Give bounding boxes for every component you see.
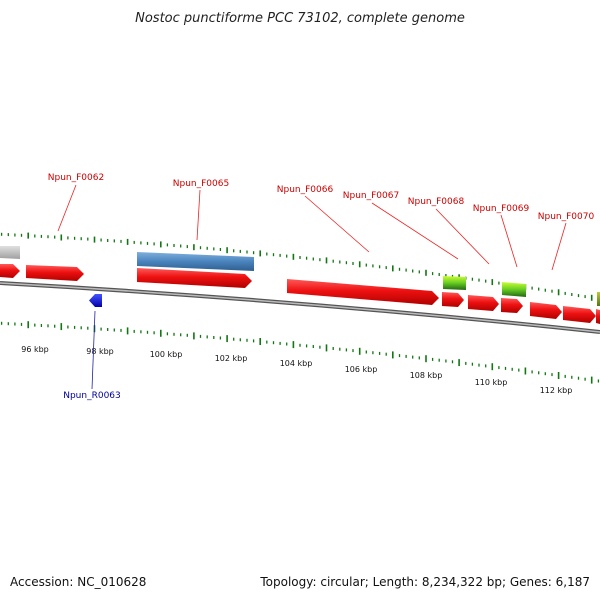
gene-label-npun-f0068[interactable]: Npun_F0068	[408, 197, 465, 207]
outer-tick-track	[0, 232, 600, 301]
green-feature-npun-f0068[interactable]	[443, 276, 466, 290]
gene-label-npun-f0069[interactable]: Npun_F0069	[473, 204, 530, 214]
accession-text: Accession: NC_010628	[10, 575, 146, 589]
leader-line-npun-f0068	[435, 208, 490, 265]
forward-gene-npun-f0065[interactable]	[137, 268, 252, 288]
forward-gene-npun-f0068[interactable]	[468, 295, 499, 311]
scale-label: 108 kbp	[410, 371, 443, 380]
forward-gene-npun-f0067[interactable]	[442, 292, 464, 307]
leader-line-npun-f0065	[196, 189, 201, 241]
olive-feature-edge[interactable]	[597, 292, 600, 306]
forward-gene-arrow[interactable]	[0, 264, 20, 278]
leader-line-npun-f0067	[371, 202, 459, 260]
leader-line-npun-f0069	[500, 214, 518, 268]
forward-gene-row	[0, 264, 600, 324]
page-title: Nostoc punctiforme PCC 73102, complete g…	[135, 11, 465, 26]
green-feature-npun-f0069[interactable]	[502, 282, 526, 297]
forward-gene-npun-f0066[interactable]	[287, 279, 439, 305]
gene-label-npun-f0062[interactable]: Npun_F0062	[48, 173, 104, 183]
forward-gene-arrow[interactable]	[563, 306, 596, 323]
genome-backbone-highlight	[0, 282, 600, 333]
gene-label-npun-f0067[interactable]: Npun_F0067	[343, 191, 399, 201]
gene-label-npun-f0065[interactable]: Npun_F0065	[173, 179, 229, 189]
gene-label-npun-f0066[interactable]: Npun_F0066	[277, 185, 334, 195]
scale-label: 112 kbp	[540, 386, 573, 395]
forward-gene-npun-f0062[interactable]	[26, 265, 84, 281]
inner-tick-track	[0, 321, 600, 384]
gene-labels: Npun_F0062 Npun_F0065 Npun_F0066 Npun_F0…	[48, 173, 595, 401]
scale-label: 98 kbp	[86, 347, 114, 356]
scale-label: 104 kbp	[280, 359, 313, 368]
gene-label-npun-f0070[interactable]: Npun_F0070	[538, 212, 595, 222]
scale-labels: 96 kbp 98 kbp 100 kbp 102 kbp 104 kbp 10…	[21, 345, 572, 395]
blue-feature-npun-f0065[interactable]	[137, 252, 254, 271]
forward-gene-npun-f0070[interactable]	[530, 302, 562, 319]
forward-gene-arrow-edge[interactable]	[596, 309, 600, 324]
reverse-gene-npun-r0063[interactable]	[89, 294, 102, 307]
genome-summary-text: Topology: circular; Length: 8,234,322 bp…	[259, 575, 590, 589]
leader-line-npun-f0062	[57, 184, 77, 232]
scale-label: 96 kbp	[21, 345, 49, 354]
scale-label: 110 kbp	[475, 378, 508, 387]
gene-label-leaders	[57, 184, 567, 390]
gene-label-npun-r0063[interactable]: Npun_R0063	[63, 391, 121, 401]
upper-feature-row	[0, 246, 600, 306]
leader-line-npun-f0070	[551, 222, 567, 271]
forward-gene-npun-f0069[interactable]	[501, 298, 523, 313]
scale-label: 100 kbp	[150, 350, 183, 359]
leader-line-npun-f0066	[304, 195, 370, 253]
gray-feature[interactable]	[0, 246, 20, 259]
scale-label: 102 kbp	[215, 354, 248, 363]
leader-line-npun-r0063	[91, 310, 96, 390]
scale-label: 106 kbp	[345, 365, 378, 374]
